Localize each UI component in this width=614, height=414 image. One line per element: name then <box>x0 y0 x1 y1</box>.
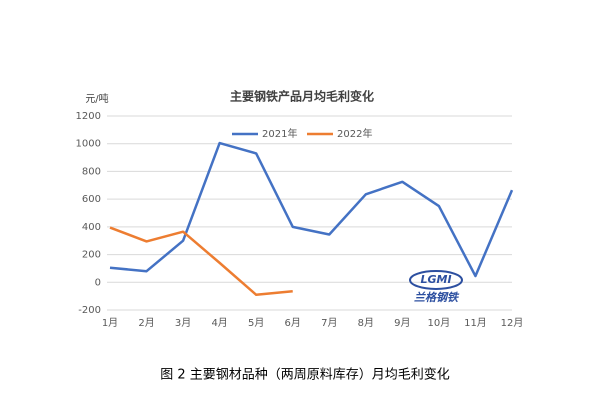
x-tick-label: 2月 <box>138 317 154 329</box>
logo-mark: LGMI <box>420 273 451 286</box>
x-tick-label: 9月 <box>394 317 410 329</box>
x-tick-label: 5月 <box>248 317 264 329</box>
y-tick-label: 0 <box>95 277 101 288</box>
legend-label: 2021年 <box>262 127 297 140</box>
x-tick-label: 3月 <box>175 317 191 329</box>
x-tick-label: 1月 <box>102 317 118 329</box>
y-tick-label: 200 <box>82 250 101 261</box>
x-tick-label: 7月 <box>321 317 337 329</box>
x-tick-label: 4月 <box>211 317 227 329</box>
x-tick-label: 8月 <box>358 317 374 329</box>
x-tick-label: 10月 <box>428 317 451 329</box>
x-tick-label: 6月 <box>285 317 301 329</box>
y-tick-label: 800 <box>82 166 101 177</box>
logo-text: 兰格钢铁 <box>414 291 460 304</box>
y-tick-label: -200 <box>78 305 101 316</box>
series-line <box>109 226 293 297</box>
series-line <box>109 141 514 278</box>
y-tick-label: 600 <box>82 194 101 205</box>
caption: 图 2 主要钢材品种（两周原料库存）月均毛利变化 <box>160 367 450 383</box>
y-tick-label: 1000 <box>76 139 101 150</box>
y-tick-label: 1200 <box>76 111 101 122</box>
x-tick-label: 11月 <box>464 317 487 329</box>
x-tick-label: 12月 <box>501 317 524 329</box>
logo-ring <box>409 270 463 290</box>
legend-label: 2022年 <box>337 127 372 140</box>
y-tick-label: 400 <box>82 222 101 233</box>
chart-title: 主要钢铁产品月均毛利变化 <box>230 89 374 104</box>
y-axis-label: 元/吨 <box>85 92 108 105</box>
